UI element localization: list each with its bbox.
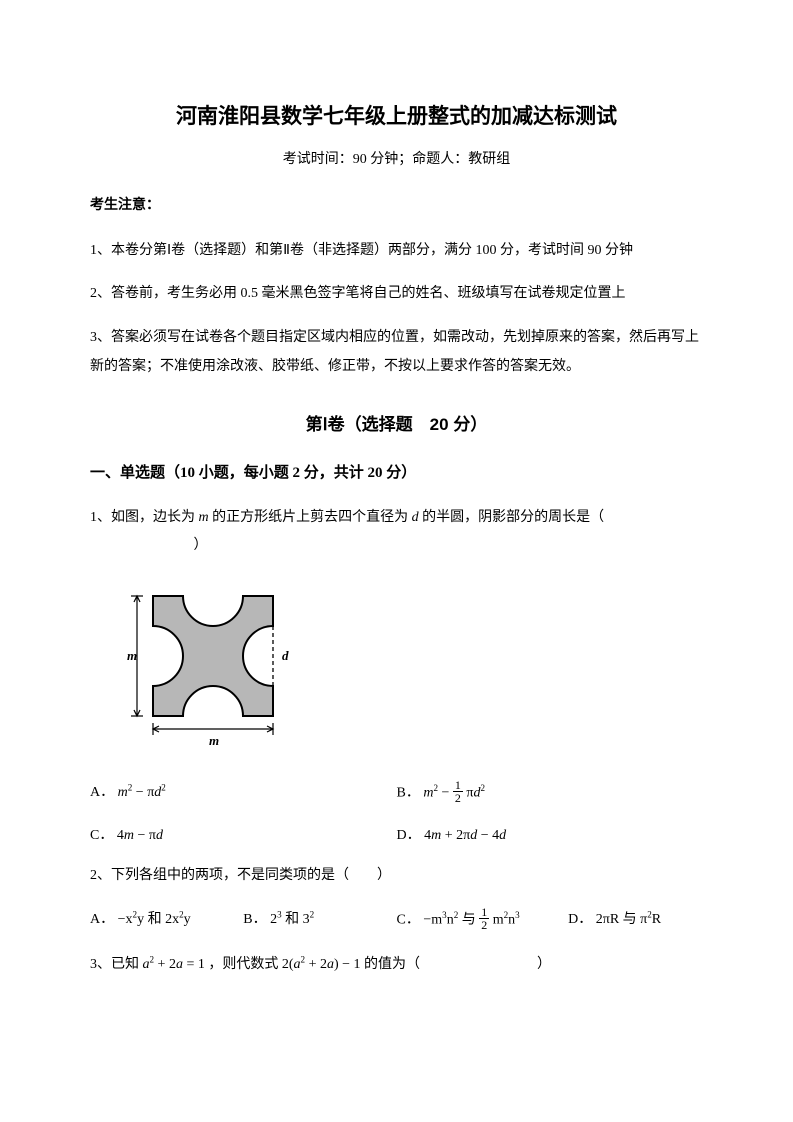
q2-choice-c: C． −m3n2 与 12 m2n3 bbox=[397, 908, 569, 933]
q1-b-math: m bbox=[423, 785, 433, 800]
q3-stem: 3、已知 a2 + 2a = 1 ，则代数式 2(a2 + 2a) − 1 的值… bbox=[90, 951, 703, 979]
section-1-title: 第Ⅰ卷（选择题 20 分） bbox=[90, 410, 703, 435]
notice-item-3: 3、答案必须写在试卷各个题目指定区域内相应的位置，如需改动，先划掉原来的答案，然… bbox=[90, 323, 703, 382]
q1-stem-pre: 1、如图，边长为 bbox=[90, 510, 195, 525]
q1-choices-row-2: C． 4m − πd D． 4m + 2πd − 4d bbox=[90, 824, 703, 844]
q1-choice-d: D． 4m + 2πd − 4d bbox=[397, 824, 704, 844]
q1-a-math: m bbox=[118, 785, 128, 800]
q1-label-m-bottom: m bbox=[209, 733, 219, 748]
q3-stem-pre: 3、已知 bbox=[90, 957, 139, 972]
q1-figure: m d m bbox=[125, 578, 703, 753]
q1-stem-end: ） bbox=[194, 538, 208, 553]
q2-choice-a: A． −x2y 和 2x2y bbox=[90, 908, 243, 933]
q1-choices-row-1: A． m2 − πd2 B． m2 − 12 πd2 bbox=[90, 781, 703, 806]
q2-choice-d: D． 2πR 与 π2R bbox=[568, 908, 703, 933]
q1-d-label: D． bbox=[397, 828, 421, 843]
q1-choice-c: C． 4m − πd bbox=[90, 824, 397, 844]
q2-a-label: A． bbox=[90, 912, 114, 927]
q3-stem-post: 的值为（ bbox=[364, 957, 420, 972]
q3-stem-end: ） bbox=[537, 957, 551, 972]
q2-b-label: B． bbox=[243, 912, 266, 927]
q2-choices-row: A． −x2y 和 2x2y B． 23 和 32 C． −m3n2 与 12 … bbox=[90, 908, 703, 933]
page-title: 河南淮阳县数学七年级上册整式的加减达标测试 bbox=[90, 100, 703, 130]
q2-stem: 2、下列各组中的两项，不是同类项的是（ ） bbox=[90, 862, 703, 890]
q3-stem-mid: ，则代数式 bbox=[208, 957, 278, 972]
page-subtitle: 考试时间：90 分钟；命题人：教研组 bbox=[90, 148, 703, 168]
notice-item-2: 2、答卷前，考生务必用 0.5 毫米黑色签字笔将自己的姓名、班级填写在试卷规定位… bbox=[90, 279, 703, 308]
q1-label-d: d bbox=[282, 648, 289, 663]
q2-d-label: D． bbox=[568, 912, 592, 927]
q1-b-label: B． bbox=[397, 785, 420, 800]
q1-stem: 1、如图，边长为 m 的正方形纸片上剪去四个直径为 d 的半圆，阴影部分的周长是… bbox=[90, 504, 703, 560]
q1-choice-a: A． m2 − πd2 bbox=[90, 781, 397, 806]
q2-c-label: C． bbox=[397, 912, 420, 927]
q3-eq1: a bbox=[143, 957, 150, 972]
q1-var-m: m bbox=[199, 510, 213, 525]
q1-choice-b: B． m2 − 12 πd2 bbox=[397, 781, 704, 806]
q1-a-label: A． bbox=[90, 785, 114, 800]
q1-figure-svg: m d m bbox=[125, 578, 300, 748]
q1-stem-mid: 的正方形纸片上剪去四个直径为 bbox=[212, 510, 408, 525]
q1-c-label: C． bbox=[90, 828, 113, 843]
q1-stem-post: 的半圆，阴影部分的周长是（ bbox=[422, 510, 604, 525]
notice-item-1: 1、本卷分第Ⅰ卷（选择题）和第Ⅱ卷（非选择题）两部分，满分 100 分，考试时间… bbox=[90, 236, 703, 265]
q2-choice-b: B． 23 和 32 bbox=[243, 908, 396, 933]
notice-heading: 考生注意： bbox=[90, 194, 703, 214]
part-a-heading: 一、单选题（10 小题，每小题 2 分，共计 20 分） bbox=[90, 461, 703, 482]
q1-var-d: d bbox=[412, 510, 423, 525]
q1-label-m-left: m bbox=[127, 648, 137, 663]
